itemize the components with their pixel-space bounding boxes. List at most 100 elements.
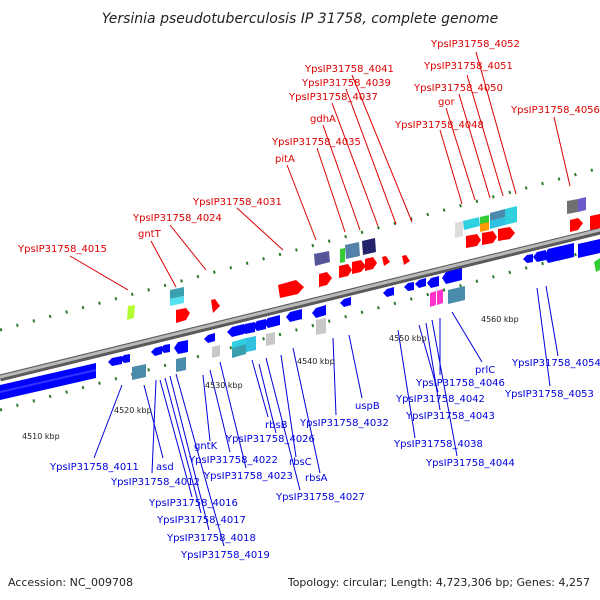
reverse-gene-label[interactable]: YpsIP31758_4016 bbox=[148, 498, 238, 509]
reverse-gene-label[interactable]: prlC bbox=[475, 365, 495, 376]
reverse-gene-label[interactable]: YpsIP31758_4046 bbox=[415, 378, 505, 389]
gene-feature[interactable] bbox=[362, 238, 376, 255]
gene-feature[interactable] bbox=[174, 340, 188, 354]
reverse-gene-label[interactable]: YpsIP31758_4027 bbox=[275, 492, 365, 503]
gene-feature[interactable] bbox=[264, 315, 280, 328]
reverse-gene-label[interactable]: YpsIP31758_4018 bbox=[166, 533, 256, 544]
gene-feature[interactable] bbox=[448, 286, 465, 304]
reverse-gene-label[interactable]: YpsIP31758_4044 bbox=[425, 458, 515, 469]
gene-feature[interactable] bbox=[404, 282, 414, 291]
gene-feature[interactable] bbox=[132, 364, 146, 380]
gene-feature[interactable] bbox=[590, 214, 600, 230]
reverse-gene-label[interactable]: rbsC bbox=[289, 457, 312, 468]
gene-feature[interactable] bbox=[340, 297, 351, 307]
gene-feature[interactable] bbox=[232, 344, 246, 358]
gene-feature[interactable] bbox=[570, 218, 583, 232]
gene-feature[interactable] bbox=[430, 291, 436, 307]
gene-feature[interactable] bbox=[312, 305, 326, 318]
gene-feature[interactable] bbox=[455, 221, 463, 238]
gene-feature[interactable] bbox=[594, 258, 600, 272]
gene-feature[interactable] bbox=[480, 222, 489, 232]
gene-feature[interactable] bbox=[170, 296, 184, 306]
forward-gene-label[interactable]: YpsIP31758_4056 bbox=[510, 105, 600, 116]
reverse-gene-label[interactable]: gntK bbox=[194, 441, 218, 452]
reverse-gene-label[interactable]: YpsIP31758_4023 bbox=[203, 471, 293, 482]
reverse-gene-label[interactable]: YpsIP31758_4022 bbox=[188, 455, 278, 466]
gene-feature[interactable] bbox=[286, 309, 302, 322]
forward-gene-label[interactable]: YpsIP31758_4031 bbox=[192, 197, 282, 208]
gene-feature[interactable] bbox=[578, 239, 600, 258]
gene-feature[interactable] bbox=[176, 357, 186, 372]
reverse-gene-label[interactable]: YpsIP31758_4011 bbox=[49, 462, 139, 473]
gene-feature[interactable] bbox=[365, 257, 377, 271]
gene-feature[interactable] bbox=[127, 305, 135, 320]
gene-feature[interactable] bbox=[241, 322, 255, 334]
gene-feature[interactable] bbox=[212, 345, 220, 358]
gene-feature[interactable] bbox=[314, 251, 330, 266]
gene-feature[interactable] bbox=[427, 276, 439, 288]
reverse-gene-label[interactable]: asd bbox=[156, 462, 174, 473]
reverse-gene-label[interactable]: YpsIP31758_4053 bbox=[504, 389, 594, 400]
gene-feature[interactable] bbox=[352, 260, 366, 274]
gene-feature[interactable] bbox=[339, 264, 352, 278]
gene-feature[interactable] bbox=[120, 354, 130, 363]
reverse-gene-label[interactable]: YpsIP31758_4054 bbox=[511, 358, 600, 369]
gene-feature[interactable] bbox=[160, 344, 170, 353]
forward-gene-label[interactable]: YpsIP31758_4037 bbox=[288, 92, 378, 103]
gene-feature[interactable] bbox=[383, 287, 394, 297]
gene-feature[interactable] bbox=[498, 227, 515, 241]
reverse-gene-label[interactable]: rbsA bbox=[305, 473, 328, 484]
gene-feature[interactable] bbox=[176, 308, 190, 323]
forward-gene-label[interactable]: YpsIP31758_4015 bbox=[17, 244, 107, 255]
forward-gene-label[interactable]: YpsIP31758_4035 bbox=[271, 137, 361, 148]
gene-feature[interactable] bbox=[108, 356, 122, 366]
gene-feature[interactable] bbox=[482, 231, 497, 245]
gene-feature[interactable] bbox=[402, 255, 410, 265]
gene-feature[interactable] bbox=[170, 287, 184, 299]
gene-feature[interactable] bbox=[266, 332, 275, 346]
forward-gene-label[interactable]: YpsIP31758_4051 bbox=[423, 61, 513, 72]
gene-feature[interactable] bbox=[578, 197, 586, 212]
gene-feature[interactable] bbox=[505, 206, 517, 225]
forward-gene-label[interactable]: YpsIP31758_4039 bbox=[301, 78, 391, 89]
gene-feature[interactable] bbox=[253, 319, 266, 331]
gene-feature[interactable] bbox=[533, 250, 546, 262]
gene-feature[interactable] bbox=[278, 280, 304, 298]
gene-feature[interactable] bbox=[463, 217, 480, 230]
gene-feature[interactable] bbox=[204, 333, 215, 343]
forward-gene-label[interactable]: gntT bbox=[138, 229, 162, 240]
gene-feature[interactable] bbox=[211, 299, 220, 313]
gene-feature[interactable] bbox=[316, 318, 326, 335]
reverse-gene-label[interactable]: YpsIP31758_4042 bbox=[395, 394, 485, 405]
forward-gene-label[interactable]: YpsIP31758_4041 bbox=[304, 64, 394, 75]
gene-feature[interactable] bbox=[567, 199, 578, 214]
forward-gene-label[interactable]: gor bbox=[438, 97, 455, 108]
gene-feature[interactable] bbox=[246, 336, 256, 352]
gene-feature[interactable] bbox=[345, 242, 360, 259]
forward-gene-label[interactable]: YpsIP31758_4050 bbox=[413, 83, 503, 94]
forward-gene-label[interactable]: pitA bbox=[275, 154, 295, 165]
reverse-gene-label[interactable]: uspB bbox=[355, 401, 380, 412]
forward-gene-label[interactable]: YpsIP31758_4048 bbox=[394, 120, 484, 131]
gene-feature[interactable] bbox=[466, 234, 481, 248]
reverse-gene-label[interactable]: YpsIP31758_4012 bbox=[110, 477, 200, 488]
reverse-gene-label[interactable]: YpsIP31758_4017 bbox=[156, 515, 246, 526]
gene-feature[interactable] bbox=[382, 256, 390, 266]
gene-feature[interactable] bbox=[437, 289, 443, 305]
gene-feature[interactable] bbox=[319, 272, 332, 287]
gene-feature[interactable] bbox=[151, 346, 162, 356]
gene-feature[interactable] bbox=[544, 243, 574, 263]
reverse-gene-label[interactable]: rbsB bbox=[265, 420, 288, 431]
forward-gene-label[interactable]: YpsIP31758_4024 bbox=[132, 213, 222, 224]
gene-feature[interactable] bbox=[523, 254, 533, 263]
reverse-gene-label[interactable]: YpsIP31758_4038 bbox=[393, 439, 483, 450]
gene-feature[interactable] bbox=[415, 278, 426, 288]
gene-feature[interactable] bbox=[442, 268, 462, 284]
reverse-gene-label[interactable]: YpsIP31758_4043 bbox=[405, 411, 495, 422]
forward-gene-label[interactable]: YpsIP31758_4052 bbox=[430, 39, 520, 50]
reverse-gene-label[interactable]: YpsIP31758_4026 bbox=[225, 434, 315, 445]
gene-feature[interactable] bbox=[490, 217, 505, 229]
forward-gene-label[interactable]: gdhA bbox=[310, 114, 336, 125]
reverse-gene-label[interactable]: YpsIP31758_4019 bbox=[180, 550, 270, 561]
gene-feature[interactable] bbox=[227, 324, 244, 337]
